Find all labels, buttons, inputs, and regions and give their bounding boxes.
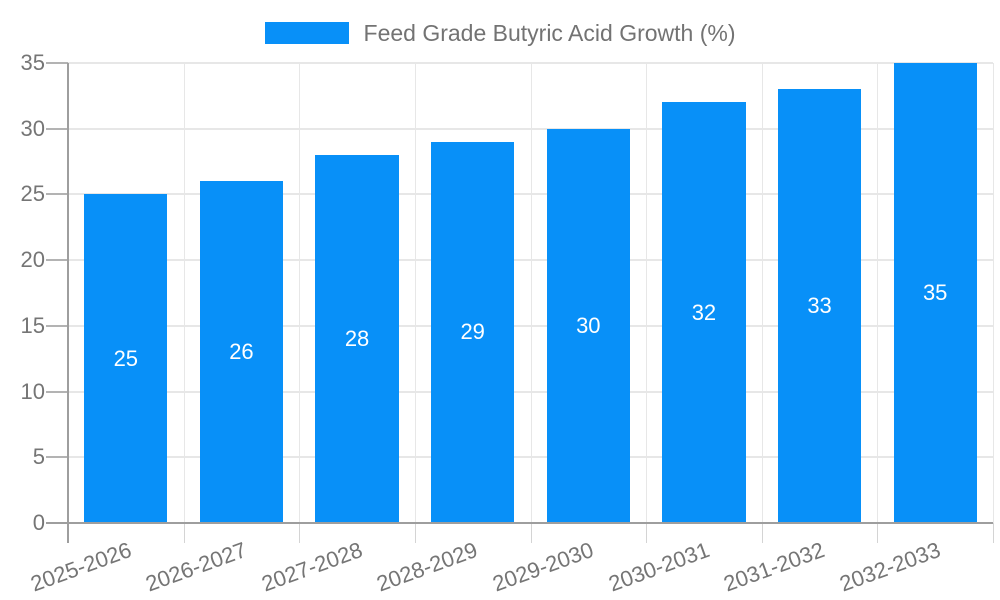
bar[interactable] (546, 128, 630, 523)
x-gridline (761, 63, 763, 523)
bar[interactable] (199, 181, 284, 523)
y-tick-mark (46, 62, 68, 64)
legend[interactable]: Feed Grade Butyric Acid Growth (%) (0, 20, 1000, 46)
y-tick-label: 5 (32, 444, 45, 470)
bar[interactable] (893, 63, 977, 523)
x-gridline (993, 63, 994, 523)
y-tick-label: 25 (20, 181, 45, 207)
x-gridline (646, 63, 648, 523)
x-tick-mark (299, 523, 301, 543)
x-gridline (183, 63, 185, 523)
y-tick-label: 35 (20, 50, 45, 75)
legend-swatch (264, 22, 349, 44)
x-tick-mark (530, 523, 532, 543)
y-tick-mark (46, 259, 68, 262)
y-tick-label: 10 (20, 378, 45, 404)
x-gridline (530, 63, 532, 523)
x-tick-label: 2030-2031 (605, 537, 713, 597)
y-tick-label: 30 (20, 115, 45, 141)
bar[interactable] (84, 194, 168, 523)
x-tick-label: 2028-2029 (373, 537, 482, 597)
x-gridline (414, 63, 416, 523)
y-tick-mark (46, 127, 68, 130)
bar[interactable] (662, 102, 746, 523)
y-axis-line (67, 63, 69, 543)
bar[interactable] (777, 89, 862, 523)
x-gridline (877, 63, 879, 523)
x-tick-label: 2025-2026 (26, 537, 135, 597)
x-tick-label: 2027-2028 (258, 537, 366, 597)
x-tick-mark (414, 523, 416, 543)
y-tick-label: 0 (32, 510, 45, 535)
x-tick-label: 2032-2033 (836, 537, 944, 597)
y-tick-mark (46, 390, 68, 393)
y-tick-mark (46, 324, 68, 327)
x-tick-mark (993, 523, 994, 543)
y-tick-label: 15 (20, 312, 45, 338)
x-tick-mark (877, 523, 879, 543)
x-axis-line (46, 522, 993, 524)
x-tick-label: 2029-2030 (489, 537, 597, 597)
x-tick-mark (646, 523, 648, 543)
y-tick-mark (46, 456, 68, 459)
bar[interactable] (315, 155, 399, 523)
x-gridline (299, 63, 301, 523)
bar[interactable] (431, 141, 515, 523)
x-tick-label: 2031-2032 (720, 537, 829, 597)
y-tick-mark (46, 193, 68, 196)
x-tick-label: 2026-2027 (142, 537, 250, 597)
y-tick-label: 20 (20, 247, 45, 273)
x-tick-mark (183, 523, 185, 543)
legend-label: Feed Grade Butyric Acid Growth (%) (363, 20, 736, 46)
x-tick-mark (761, 523, 763, 543)
